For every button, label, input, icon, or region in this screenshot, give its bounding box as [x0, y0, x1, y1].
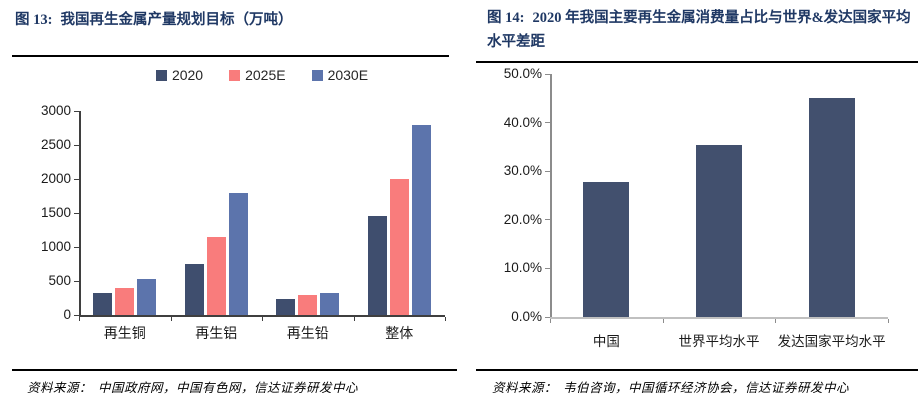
- figure-13-footer-rule: [12, 369, 457, 371]
- y-tick-mark: [545, 219, 550, 221]
- x-tick-mark: [550, 318, 551, 323]
- x-tick-mark: [445, 317, 446, 321]
- x-axis-label: 发达国家平均水平: [777, 334, 886, 349]
- bar-再生铅-2030E: [320, 292, 340, 315]
- legend-item-2020: 2020: [155, 67, 204, 83]
- y-tick-mark: [74, 144, 79, 146]
- x-tick-mark: [353, 317, 355, 321]
- y-tick-label: 500: [48, 273, 71, 288]
- bar-发达国家平均水平: [808, 98, 855, 317]
- x-axis-line: [550, 317, 888, 319]
- figure-14-title-rule: [476, 61, 918, 63]
- y-tick-label: 2000: [40, 171, 71, 186]
- bar-世界平均水平: [696, 145, 742, 317]
- figure-14-source-prefix: 资料来源：: [492, 381, 558, 395]
- figure-14-title: 图 14: 2020 年我国主要再生金属消费量占比与世界&发达国家平均水平差距: [487, 6, 917, 54]
- x-axis-label: 中国: [592, 334, 620, 349]
- figure-13-legend: 2020 2025E 2030E: [79, 66, 445, 84]
- y-tick-mark: [545, 122, 550, 124]
- figure-14-source: 资料来源： 韦伯咨询，中国循环经济协会，信达证券研发中心: [492, 377, 849, 396]
- legend-label: 2030E: [327, 67, 369, 83]
- x-tick-mark: [79, 317, 80, 321]
- y-tick-mark: [74, 212, 79, 214]
- y-tick-mark: [74, 246, 79, 248]
- figure-14-source-text: 韦伯咨询，中国循环经济协会，信达证券研发中心: [563, 381, 850, 395]
- x-tick-mark: [262, 317, 263, 321]
- legend-swatch-icon: [229, 69, 241, 81]
- figure-13-title-rule: [12, 55, 449, 57]
- y-tick-label: 30.0%: [503, 163, 542, 179]
- figure-13-source-text: 中国政府网，中国有色网，信达证券研发中心: [98, 381, 359, 395]
- y-tick-label: 0.0%: [511, 309, 542, 324]
- figure-13-source: 资料来源： 中国政府网，中国有色网，信达证券研发中心: [27, 377, 358, 396]
- y-tick-label: 1500: [40, 205, 71, 220]
- bar-再生铅-2020: [276, 298, 296, 315]
- y-tick-label: 3000: [40, 103, 71, 118]
- figure-13-panel: 图 13: 我国再生金属产量规划目标（万吨） 2020 2025E 2030E 0 50…: [12, 8, 457, 396]
- y-tick-mark: [74, 110, 79, 112]
- x-axis-line: [79, 315, 445, 317]
- bar-中国: [583, 181, 630, 317]
- figure-14-panel: 图 14: 2020 年我国主要再生金属消费量占比与世界&发达国家平均水平差距 0…: [462, 0, 924, 405]
- y-tick-mark: [545, 170, 550, 172]
- y-tick-label: 1000: [40, 239, 71, 254]
- bar-再生铜-2025E: [115, 287, 135, 315]
- y-tick-label: 20.0%: [503, 211, 542, 227]
- x-axis-label: 再生铅: [286, 325, 329, 341]
- y-tick-label: 40.0%: [503, 114, 542, 130]
- bar-再生铝-2030E: [228, 192, 248, 315]
- legend-item-2030E: 2030E: [311, 67, 369, 83]
- figure-13-source-prefix: 资料来源：: [27, 381, 93, 395]
- figure-13-number: 图 13:: [15, 12, 53, 28]
- x-axis-label: 再生铜: [103, 325, 146, 341]
- bar-再生铝-2025E: [206, 236, 226, 315]
- figure-13-title-text: 我国再生金属产量规划目标（万吨）: [60, 12, 293, 28]
- figure-14-chart: 0.0% 10.0% 20.0% 30.0% 40.0% 50.0% 中国 世界平均水平 发达国…: [462, 0, 924, 405]
- x-tick-mark: [775, 318, 777, 323]
- bar-再生铜-2030E: [137, 278, 157, 315]
- bar-整体-2030E: [411, 124, 431, 315]
- y-tick-mark: [74, 178, 79, 180]
- legend-label: 2025E: [245, 67, 286, 83]
- bar-整体-2025E: [389, 179, 409, 315]
- x-tick-mark: [662, 318, 664, 323]
- y-tick-mark: [545, 267, 550, 269]
- x-axis-label: 再生铝: [195, 325, 238, 341]
- figure-13-chart: 0 500 1000 1500 2000 2500 3000 再生铜 再生铝 再生铅 整体: [40, 103, 446, 341]
- legend-swatch-icon: [155, 69, 167, 81]
- y-tick-label: 50.0%: [503, 66, 542, 81]
- figure-14-title-text: 2020 年我国主要再生金属消费量占比与世界&发达国家平均水平差距: [487, 10, 911, 50]
- legend-label: 2020: [171, 67, 204, 83]
- bar-整体-2020: [367, 216, 387, 315]
- bar-再生铅-2025E: [298, 295, 318, 315]
- y-tick-label: 10.0%: [503, 260, 542, 276]
- figure-14-number: 图 14:: [487, 10, 525, 26]
- y-tick-label: 0: [63, 307, 71, 322]
- y-axis-line: [79, 111, 81, 315]
- figure-14-footer-rule: [476, 369, 918, 371]
- x-axis-label: 世界平均水平: [678, 334, 760, 349]
- x-tick-mark: [170, 317, 172, 321]
- x-tick-mark: [888, 318, 889, 323]
- bar-再生铝-2020: [184, 264, 204, 315]
- x-axis-label: 整体: [385, 325, 414, 341]
- legend-swatch-icon: [311, 69, 323, 81]
- y-tick-label: 2500: [40, 137, 71, 152]
- y-axis-line: [550, 74, 552, 317]
- y-tick-mark: [74, 314, 79, 316]
- y-tick-mark: [545, 316, 550, 318]
- bar-再生铜-2020: [93, 292, 113, 315]
- figure-13-title: 图 13: 我国再生金属产量规划目标（万吨）: [15, 8, 455, 32]
- y-tick-mark: [545, 73, 550, 75]
- legend-item-2025E: 2025E: [229, 67, 286, 83]
- y-tick-mark: [74, 280, 79, 282]
